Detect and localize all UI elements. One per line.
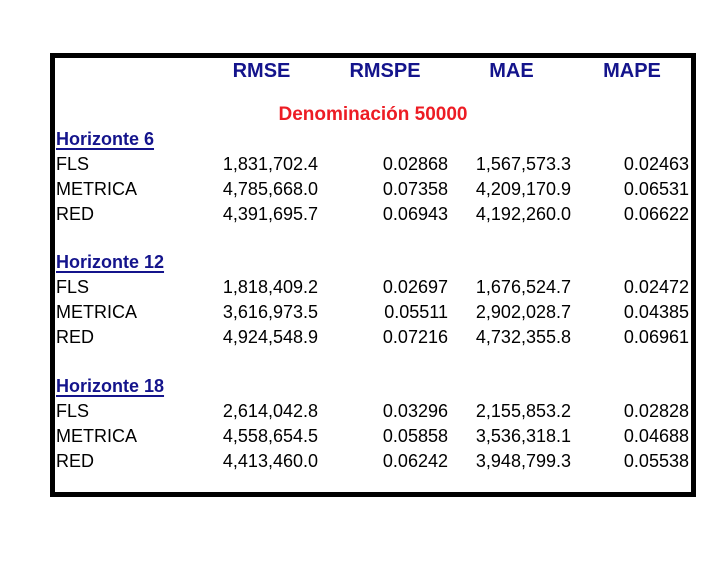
cell-rmse: 4,558,654.5 (222, 426, 318, 446)
table-title: Denominación 50000 (278, 104, 468, 125)
cell-rmspe: 0.06242 (382, 451, 448, 471)
cell-mae: 3,536,318.1 (475, 426, 571, 446)
cell-mae: 3,948,799.3 (475, 451, 571, 471)
table-row: FLS 2,614,042.8 0.03296 2,155,853.2 0.02… (55, 399, 691, 424)
cell-mape: 0.02828 (623, 401, 689, 421)
cell-mae: 2,902,028.7 (475, 302, 571, 322)
table-row: FLS 1,818,409.2 0.02697 1,676,524.7 0.02… (55, 275, 691, 300)
cell-mae: 1,567,573.3 (475, 154, 571, 174)
cell-rmspe: 0.02697 (382, 277, 448, 297)
cell-mape: 0.02472 (623, 277, 689, 297)
section-horizonte-6: Horizonte 6 FLS 1,831,702.4 0.02868 1,56… (55, 127, 691, 227)
cell-rmspe: 0.07358 (382, 179, 448, 199)
table-row: RED 4,413,460.0 0.06242 3,948,799.3 0.05… (55, 449, 691, 474)
section-heading: Horizonte 18 (56, 376, 165, 396)
row-label: METRICA (56, 426, 137, 446)
cell-rmspe: 0.02868 (382, 154, 448, 174)
cell-mape: 0.04688 (623, 426, 689, 446)
table-row: METRICA 4,785,668.0 0.07358 4,209,170.9 … (55, 177, 691, 202)
cell-mape: 0.06961 (623, 327, 689, 347)
cell-rmse: 3,616,973.5 (222, 302, 318, 322)
cell-mape: 0.04385 (623, 302, 689, 322)
cell-mae: 4,209,170.9 (475, 179, 571, 199)
cell-mape: 0.02463 (623, 154, 689, 174)
cell-rmse: 4,924,548.9 (222, 327, 318, 347)
cell-rmspe: 0.03296 (382, 401, 448, 421)
row-label: METRICA (56, 179, 137, 199)
cell-rmse: 4,391,695.7 (222, 204, 318, 224)
cell-mae: 1,676,524.7 (475, 277, 571, 297)
cell-rmse: 1,831,702.4 (222, 154, 318, 174)
column-header-mae: MAE (489, 60, 534, 82)
metrics-table: RMSE RMSPE MAE MAPE Denominación 50000 H… (50, 53, 696, 497)
row-label: RED (56, 204, 95, 224)
section-heading: Horizonte 6 (56, 129, 155, 149)
section-heading: Horizonte 12 (56, 252, 165, 272)
cell-rmspe: 0.05511 (384, 302, 448, 322)
cell-mae: 4,192,260.0 (475, 204, 571, 224)
cell-rmse: 4,785,668.0 (222, 179, 318, 199)
cell-mape: 0.06531 (623, 179, 689, 199)
row-label: FLS (56, 401, 90, 421)
cell-mae: 2,155,853.2 (475, 401, 571, 421)
table-row: RED 4,924,548.9 0.07216 4,732,355.8 0.06… (55, 325, 691, 350)
cell-rmse: 2,614,042.8 (222, 401, 318, 421)
row-label: FLS (56, 277, 90, 297)
cell-mape: 0.05538 (623, 451, 689, 471)
section-horizonte-12: Horizonte 12 FLS 1,818,409.2 0.02697 1,6… (55, 250, 691, 350)
cell-mae: 4,732,355.8 (475, 327, 571, 347)
table-row: FLS 1,831,702.4 0.02868 1,567,573.3 0.02… (55, 152, 691, 177)
table-row: RED 4,391,695.7 0.06943 4,192,260.0 0.06… (55, 202, 691, 227)
row-label: METRICA (56, 302, 137, 322)
cell-rmse: 4,413,460.0 (222, 451, 318, 471)
section-horizonte-18: Horizonte 18 FLS 2,614,042.8 0.03296 2,1… (55, 374, 691, 474)
table-row: METRICA 3,616,973.5 0.05511 2,902,028.7 … (55, 300, 691, 325)
row-label: RED (56, 451, 95, 471)
cell-rmse: 1,818,409.2 (222, 277, 318, 297)
cell-rmspe: 0.06943 (382, 204, 448, 224)
cell-rmspe: 0.07216 (382, 327, 448, 347)
table-title-row: Denominación 50000 (55, 103, 691, 127)
row-label: FLS (56, 154, 90, 174)
cell-rmspe: 0.05858 (382, 426, 448, 446)
table-row: METRICA 4,558,654.5 0.05858 3,536,318.1 … (55, 424, 691, 449)
cell-mape: 0.06622 (623, 204, 689, 224)
column-header-rmspe: RMSPE (349, 60, 421, 82)
section-heading-row: Horizonte 6 (55, 127, 691, 152)
column-header-rmse: RMSE (232, 60, 291, 82)
table-header-row: RMSE RMSPE MAE MAPE (55, 58, 691, 84)
row-label: RED (56, 327, 95, 347)
section-heading-row: Horizonte 12 (55, 250, 691, 275)
column-header-mape: MAPE (603, 60, 661, 82)
section-heading-row: Horizonte 18 (55, 374, 691, 399)
